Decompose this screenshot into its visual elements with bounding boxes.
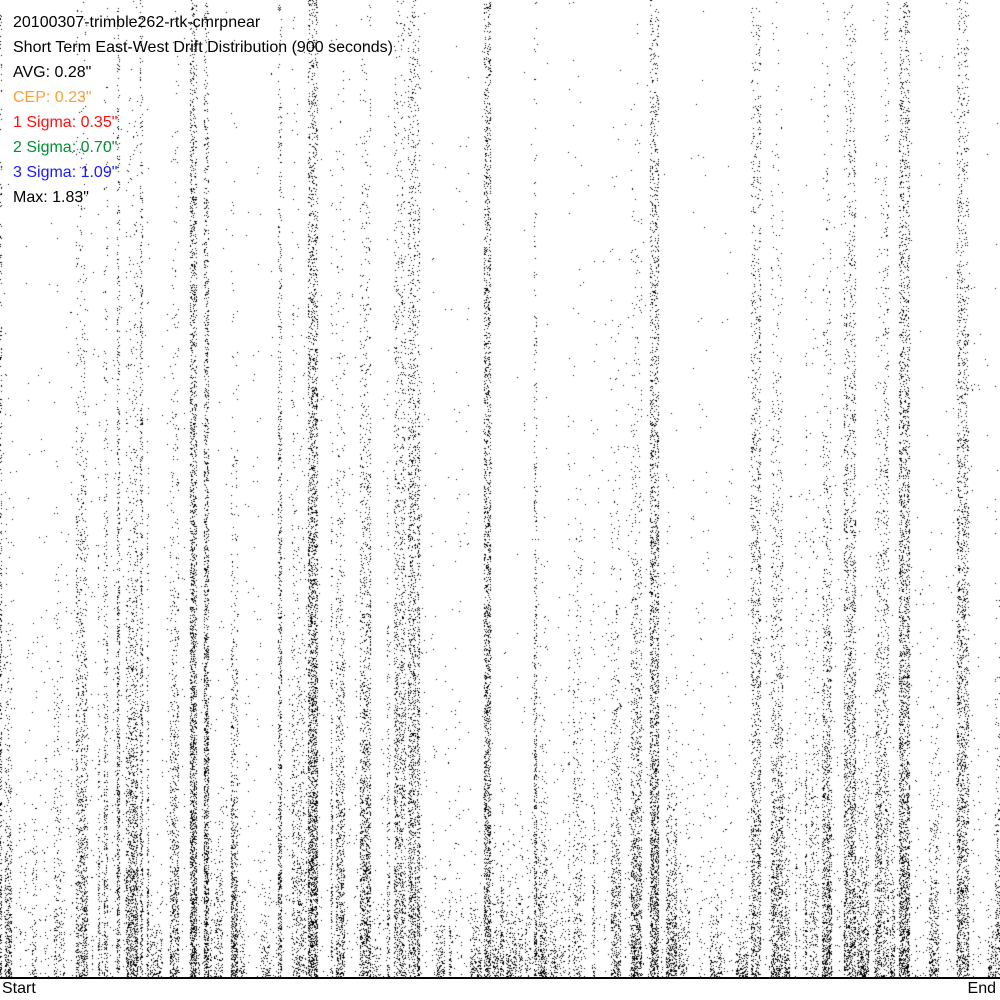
- stat-line-3sigma: 3 Sigma: 1.09": [13, 164, 118, 181]
- plot-header: 20100307-trimble262-rtk-cmrpnear Short T…: [13, 10, 393, 210]
- x-axis-start-label: Start: [2, 980, 36, 997]
- stat-line-cep: CEP: 0.23": [13, 89, 92, 106]
- x-axis-line: [0, 977, 1000, 979]
- stat-line-2sigma: 2 Sigma: 0.70": [13, 139, 118, 156]
- plot-subtitle: Short Term East-West Drift Distribution …: [13, 39, 393, 56]
- drift-plot-area: [0, 0, 1000, 977]
- x-axis-end-label: End: [967, 980, 996, 997]
- stat-line-1sigma: 1 Sigma: 0.35": [13, 114, 118, 131]
- drift-scatter-canvas: [0, 0, 1000, 977]
- plot-title: 20100307-trimble262-rtk-cmrpnear: [13, 14, 261, 31]
- stat-line-avg: AVG: 0.28": [13, 64, 92, 81]
- stat-line-max: Max: 1.83": [13, 189, 89, 206]
